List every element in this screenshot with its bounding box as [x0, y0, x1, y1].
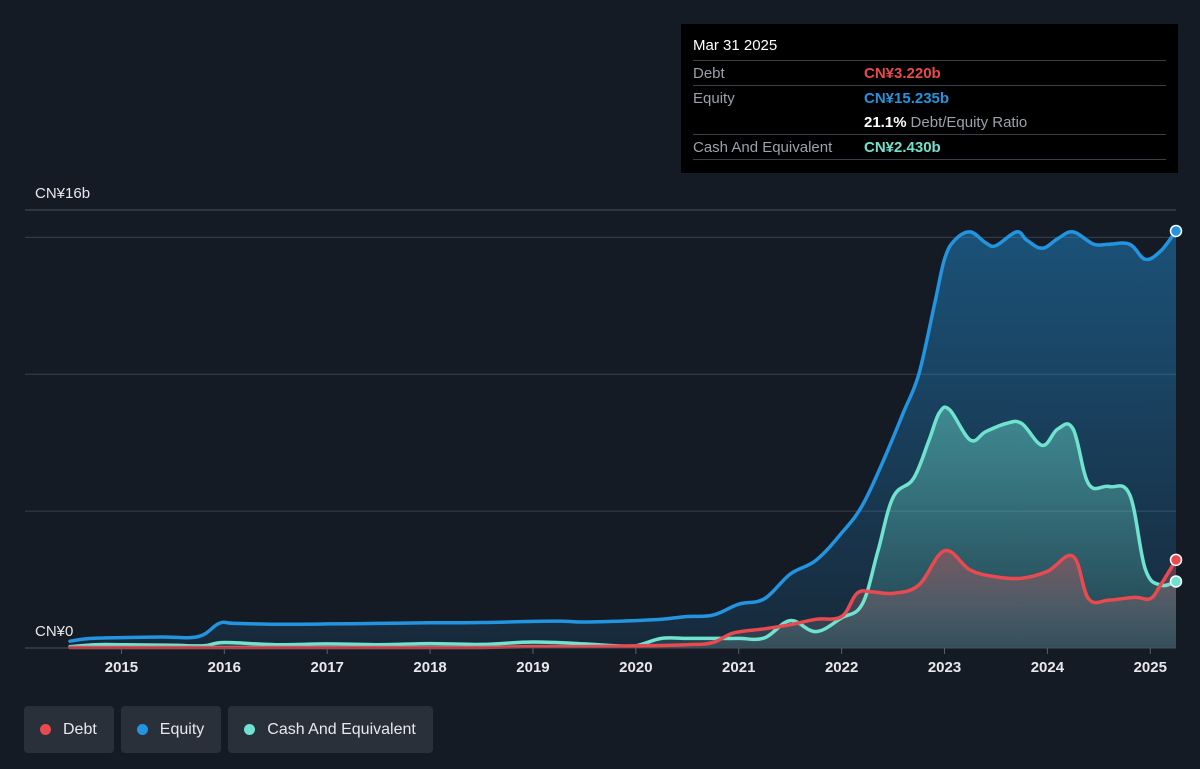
debt-dot-icon — [40, 724, 51, 735]
x-tick-label: 2015 — [105, 659, 138, 676]
x-tick-label: 2018 — [413, 659, 446, 676]
y-axis-bottom-label: CN¥0 — [35, 623, 73, 640]
cash-dot-icon — [244, 724, 256, 735]
legend-item-debt[interactable]: Debt — [24, 706, 114, 753]
y-axis-top-label: CN¥16b — [35, 185, 90, 202]
legend-label-equity: Equity — [159, 720, 205, 738]
debt-area — [70, 550, 1176, 648]
x-tick-label: 2024 — [1031, 659, 1065, 676]
x-tick-label: 2023 — [928, 659, 961, 676]
tooltip-row-equity: Equity CN¥15.235b — [693, 85, 1166, 110]
chart-legend: Debt Equity Cash And Equivalent — [24, 706, 433, 753]
legend-label-debt: Debt — [63, 720, 97, 738]
equity-line — [68, 229, 1178, 643]
x-tick-label: 2020 — [619, 659, 652, 676]
tooltip-debt-value: CN¥3.220b — [864, 64, 941, 82]
tooltip-row-cash: Cash And Equivalent CN¥2.430b — [693, 134, 1166, 160]
legend-item-equity[interactable]: Equity — [120, 706, 222, 753]
x-tick-label: 2016 — [208, 659, 241, 676]
x-tick-label: 2021 — [722, 659, 755, 676]
tooltip-cash-value: CN¥2.430b — [864, 138, 941, 156]
tooltip-date: Mar 31 2025 — [693, 37, 778, 54]
debt-end-marker — [1169, 553, 1183, 567]
tooltip-row-ratio: 21.1% Debt/Equity Ratio — [693, 110, 1166, 134]
tooltip-panel: Mar 31 2025 Debt CN¥3.220b Equity CN¥15.… — [681, 24, 1178, 173]
x-axis: 2015 2016 2017 2018 2019 2020 2021 2022 2023 2024… — [25, 647, 1176, 676]
legend-item-cash[interactable]: Cash And Equivalent — [228, 706, 433, 753]
equity-end-marker — [1169, 224, 1183, 238]
tooltip-row-debt: Debt CN¥3.220b — [693, 60, 1166, 85]
tooltip-debt-label: Debt — [693, 64, 725, 82]
series-areas — [70, 230, 1176, 648]
tooltip-ratio-caption: Debt/Equity Ratio — [910, 113, 1028, 131]
cash-line — [68, 405, 1178, 649]
equity-dot-icon — [136, 724, 148, 735]
x-tick-label: 2025 — [1134, 659, 1167, 676]
cash-area — [70, 407, 1176, 648]
cash-end-marker — [1169, 575, 1183, 588]
tooltip-equity-value: CN¥15.235b — [864, 89, 950, 107]
tooltip-equity-label: Equity — [693, 89, 735, 107]
tooltip-cash-label: Cash And Equivalent — [693, 138, 833, 156]
end-markers — [1169, 224, 1183, 588]
x-tick-label: 2019 — [516, 659, 549, 676]
x-tick-label: 2022 — [825, 659, 858, 676]
legend-label-cash: Cash And Equivalent — [267, 720, 416, 738]
tooltip-ratio-value: 21.1% — [864, 113, 907, 131]
x-tick-label: 2017 — [311, 659, 344, 676]
